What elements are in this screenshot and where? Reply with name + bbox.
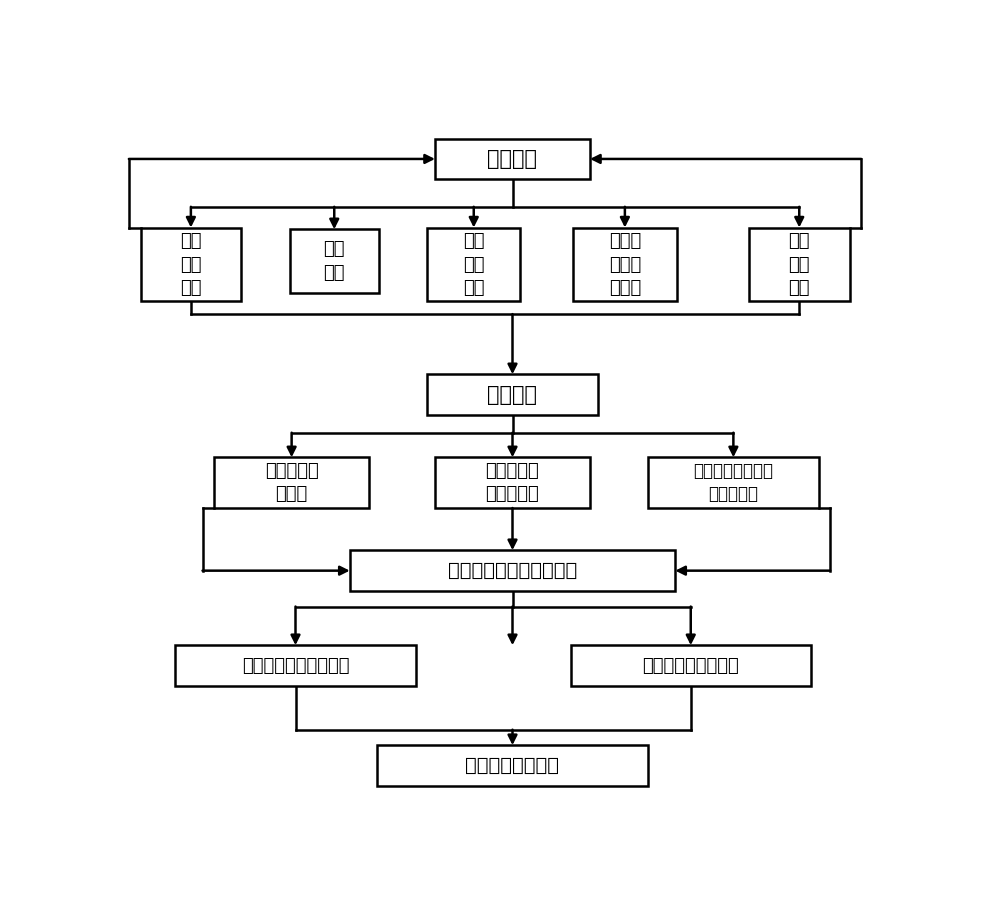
Bar: [427, 228, 520, 302]
Text: 隙道围岩稳定性分析: 隙道围岩稳定性分析: [642, 656, 739, 675]
Text: 地质概化和数值仿真模型: 地质概化和数值仿真模型: [448, 561, 577, 580]
Text: 地质调查: 地质调查: [488, 149, 538, 169]
Text: 围岩力学性质劣化研究: 围岩力学性质劣化研究: [242, 656, 349, 675]
Bar: [427, 375, 598, 415]
Bar: [571, 645, 811, 686]
Bar: [435, 457, 590, 508]
Text: 水文
地质
条件: 水文 地质 条件: [788, 232, 810, 297]
Text: 岩爆防控建议措施: 岩爆防控建议措施: [466, 756, 560, 775]
Bar: [350, 550, 675, 591]
Bar: [214, 457, 369, 508]
Bar: [573, 228, 677, 302]
Text: 地质
构造
地形: 地质 构造 地形: [463, 232, 484, 297]
Text: 不良地
质及特
殊岩土: 不良地 质及特 殊岩土: [609, 232, 641, 297]
Bar: [648, 457, 819, 508]
Text: 地层
岩性: 地层 岩性: [324, 240, 345, 282]
Text: 工程区地应力研究
及岩爆评估: 工程区地应力研究 及岩爆评估: [693, 462, 773, 504]
Text: 室内岩块力
学试验: 室内岩块力 学试验: [265, 462, 318, 504]
Bar: [749, 228, 850, 302]
Bar: [377, 745, 648, 786]
Bar: [435, 139, 590, 179]
Bar: [140, 228, 241, 302]
Bar: [290, 229, 379, 292]
Text: 地应力测试
及弹模测试: 地应力测试 及弹模测试: [486, 462, 539, 504]
Bar: [175, 645, 416, 686]
Text: 自然
地理
状况: 自然 地理 状况: [180, 232, 202, 297]
Text: 设计方案: 设计方案: [488, 385, 538, 405]
